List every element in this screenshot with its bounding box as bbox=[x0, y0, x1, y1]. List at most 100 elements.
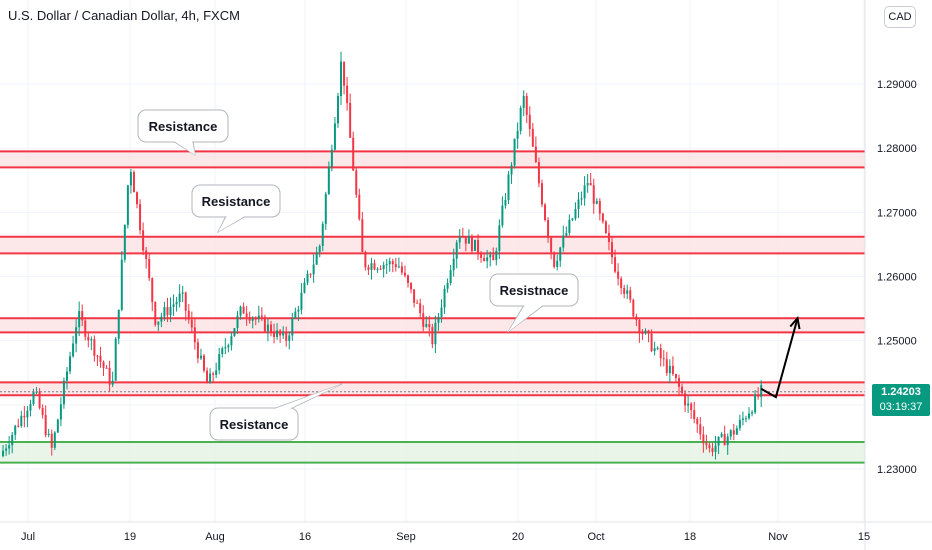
candle-body bbox=[641, 333, 644, 335]
candle-body bbox=[732, 430, 735, 435]
candle-body bbox=[671, 365, 674, 375]
candle-body bbox=[352, 137, 355, 171]
candle-body bbox=[638, 320, 641, 334]
candle-body bbox=[81, 311, 84, 321]
candle-body bbox=[26, 410, 29, 418]
candle-body bbox=[665, 359, 668, 374]
candle-body bbox=[623, 287, 626, 294]
candle-body bbox=[604, 221, 607, 233]
candle-body bbox=[452, 258, 455, 271]
annotation-text: Resistnace bbox=[500, 283, 569, 298]
candle-body bbox=[428, 323, 431, 328]
candle-body bbox=[741, 418, 744, 420]
candle-body bbox=[209, 373, 212, 384]
candle-body bbox=[288, 335, 291, 341]
candle-body bbox=[187, 310, 190, 320]
candle-body bbox=[388, 261, 391, 265]
y-tick-label: 1.28000 bbox=[877, 143, 917, 155]
candle-body bbox=[583, 185, 586, 199]
candle-body bbox=[501, 205, 504, 226]
candle-body bbox=[327, 166, 330, 195]
candle-body bbox=[437, 316, 440, 323]
candle-body bbox=[242, 306, 245, 314]
candle-body bbox=[510, 165, 513, 175]
projection-path bbox=[760, 317, 799, 399]
candle-body bbox=[379, 268, 382, 270]
candle-body bbox=[717, 436, 720, 446]
candle-body bbox=[59, 404, 62, 420]
candle-body bbox=[340, 61, 343, 97]
candle-body bbox=[72, 343, 75, 357]
candle-body bbox=[227, 345, 230, 348]
candle-body bbox=[751, 412, 754, 414]
candle-body bbox=[157, 321, 160, 325]
candle-body bbox=[662, 358, 665, 360]
annotation-text: Resistance bbox=[220, 417, 289, 432]
x-tick-label: 15 bbox=[858, 531, 870, 543]
candle-body bbox=[111, 380, 114, 385]
candle-body bbox=[407, 275, 410, 283]
candle-body bbox=[489, 254, 492, 258]
candle-body bbox=[735, 428, 738, 435]
candle-body bbox=[385, 264, 388, 266]
candle-body bbox=[41, 407, 44, 415]
candle-body bbox=[11, 434, 14, 446]
candle-body bbox=[757, 394, 760, 397]
candle-body bbox=[306, 273, 309, 283]
candle-body bbox=[29, 404, 32, 411]
candle-body bbox=[748, 413, 751, 419]
candle-body bbox=[592, 185, 595, 204]
candle-body bbox=[355, 170, 358, 195]
x-tick-label: Oct bbox=[587, 531, 604, 543]
candle-body bbox=[126, 185, 129, 225]
candle-body bbox=[696, 418, 699, 425]
y-tick-label: 1.27000 bbox=[877, 207, 917, 219]
annotation-callout: Resistnace bbox=[489, 273, 579, 333]
candle-body bbox=[178, 293, 181, 302]
candle-body bbox=[708, 445, 711, 448]
candle-body bbox=[248, 317, 251, 321]
candle-body bbox=[507, 174, 510, 200]
candle-body bbox=[87, 336, 90, 341]
candle-body bbox=[470, 236, 473, 251]
candle-body bbox=[75, 327, 78, 344]
candle-body bbox=[586, 183, 589, 186]
candle-body bbox=[65, 371, 68, 381]
candle-body bbox=[589, 183, 592, 186]
candle-body bbox=[364, 251, 367, 268]
candle-body bbox=[461, 236, 464, 238]
candle-body bbox=[528, 114, 531, 129]
candle-body bbox=[601, 213, 604, 222]
candle-body bbox=[391, 261, 394, 265]
candle-body bbox=[687, 403, 690, 406]
candle-body bbox=[574, 209, 577, 219]
candle-body bbox=[175, 301, 178, 305]
candle-body bbox=[690, 403, 693, 411]
x-tick-label: 18 bbox=[684, 531, 696, 543]
candle-body bbox=[495, 250, 498, 261]
candle-body bbox=[473, 239, 476, 251]
candle-body bbox=[50, 433, 53, 448]
candle-body bbox=[684, 393, 687, 406]
candle-body bbox=[23, 415, 26, 418]
candle-body bbox=[38, 391, 41, 408]
candle-body bbox=[376, 268, 379, 270]
candle-body bbox=[416, 302, 419, 304]
candle-body bbox=[99, 355, 102, 362]
annotation-pointer-fill bbox=[508, 305, 543, 332]
candle-body bbox=[206, 370, 209, 384]
currency-button[interactable]: CAD bbox=[884, 6, 916, 28]
candle-body bbox=[224, 347, 227, 349]
candle-body bbox=[397, 266, 400, 268]
candle-body bbox=[163, 307, 166, 317]
candle-body bbox=[279, 330, 282, 336]
candle-body bbox=[136, 192, 139, 205]
candle-body bbox=[553, 252, 556, 267]
candle-body bbox=[96, 355, 99, 357]
candle-body bbox=[571, 218, 574, 220]
candle-body bbox=[181, 292, 184, 294]
candle-body bbox=[403, 272, 406, 276]
candle-body bbox=[629, 290, 632, 300]
candle-body bbox=[84, 320, 87, 337]
candle-body bbox=[562, 235, 565, 248]
